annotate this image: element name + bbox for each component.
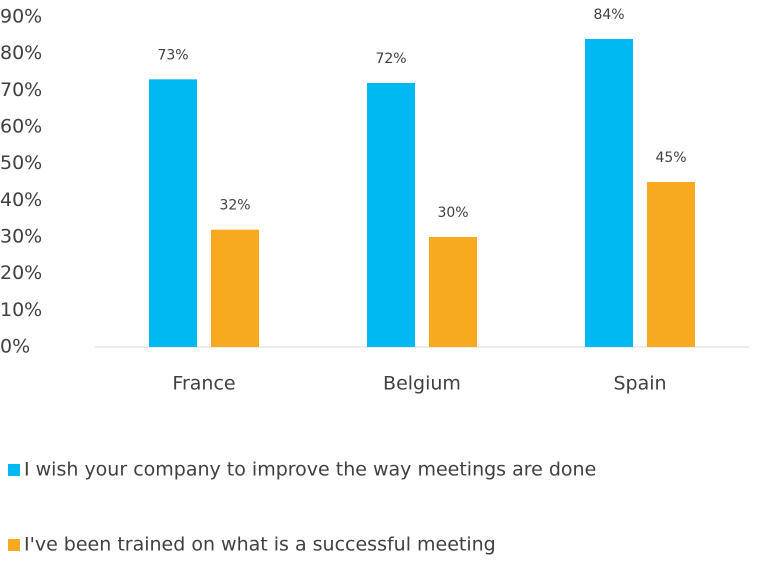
y-tick-label: 30% [0, 226, 42, 248]
bar [367, 83, 415, 347]
y-tick-label: 20% [0, 262, 42, 284]
y-tick-label: 40% [0, 189, 42, 211]
value-label: 84% [593, 7, 624, 23]
x-tick-label: Spain [613, 373, 666, 395]
value-label: 45% [655, 150, 686, 166]
legend-label: I've been trained on what is a successfu… [24, 534, 496, 556]
bar [647, 182, 695, 347]
value-label: 73% [157, 47, 188, 63]
value-label: 72% [375, 51, 406, 67]
x-tick-label: France [172, 373, 235, 395]
legend-swatch [8, 539, 20, 551]
y-tick-label: 60% [0, 116, 42, 138]
value-label: 30% [437, 205, 468, 221]
bar [429, 237, 477, 347]
y-tick-label: 90% [0, 6, 42, 28]
y-tick-label: 80% [0, 42, 42, 64]
legend-swatch [8, 464, 20, 476]
y-tick-label: 50% [0, 152, 42, 174]
y-tick-label: 0% [0, 336, 30, 358]
value-label: 32% [219, 198, 250, 214]
legend-label: I wish your company to improve the way m… [24, 459, 596, 481]
bar [149, 79, 197, 347]
x-tick-label: Belgium [383, 373, 461, 395]
y-tick-label: 10% [0, 299, 42, 321]
bar [211, 229, 259, 347]
bar [585, 39, 633, 347]
y-tick-label: 70% [0, 79, 42, 101]
